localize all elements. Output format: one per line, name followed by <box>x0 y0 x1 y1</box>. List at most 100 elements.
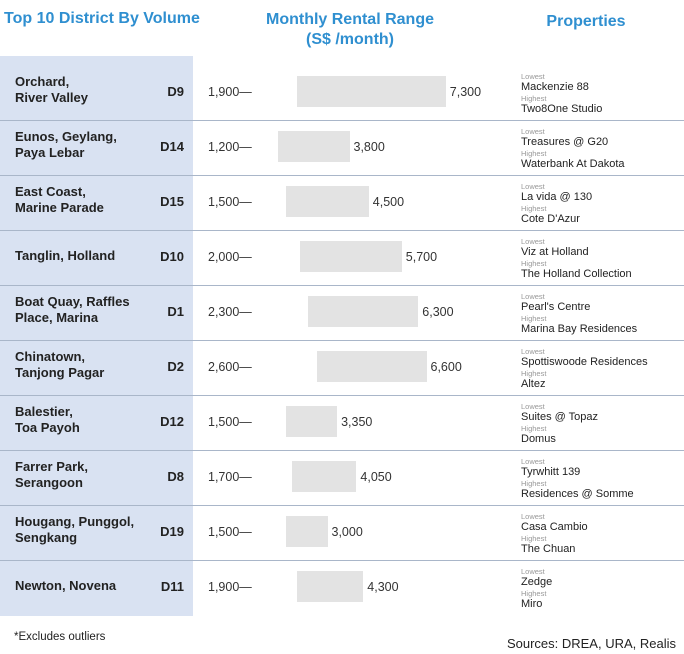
district-code: D19 <box>160 524 184 539</box>
highest-property: Miro <box>521 598 543 610</box>
highest-property: Waterbank At Dakota <box>521 158 625 170</box>
highest-label: Highest <box>521 424 547 433</box>
row-divider <box>0 120 684 121</box>
highest-label: Highest <box>521 314 547 323</box>
district-name-line: Chinatown, <box>15 349 86 364</box>
highest-property: Altez <box>521 378 546 390</box>
district-name-line: Boat Quay, Raffles <box>15 294 130 309</box>
table-row: Tanglin, Holland D10 2,000— 5,700 Lowest Viz … <box>0 231 684 286</box>
lowest-label: Lowest <box>521 347 545 356</box>
table-row: Balestier, Toa Payoh D12 1,500— 3,350 Lowest S… <box>0 396 684 451</box>
min-rent-label: 1,500— <box>208 195 252 209</box>
district-name: Chinatown, Tanjong Pagar <box>15 349 165 381</box>
min-rent-tick: — <box>239 415 252 429</box>
district-name-line: Farrer Park, <box>15 459 88 474</box>
min-rent-label: 2,000— <box>208 250 252 264</box>
footnote: *Excludes outliers <box>14 631 106 643</box>
district-code: D11 <box>160 579 184 594</box>
district-name-line: Toa Payoh <box>15 420 80 435</box>
min-rent-label: 1,500— <box>208 525 252 539</box>
min-rent-label: 1,900— <box>208 85 252 99</box>
row-divider <box>0 560 684 561</box>
lowest-label: Lowest <box>521 512 545 521</box>
highest-property: The Holland Collection <box>521 268 632 280</box>
range-bar <box>316 351 427 382</box>
min-rent-tick: — <box>239 305 252 319</box>
highest-property: The Chuan <box>521 543 576 555</box>
district-column-header: Top 10 District By Volume <box>4 10 200 27</box>
district-name: Balestier, Toa Payoh <box>15 404 165 436</box>
min-rent-label: 1,700— <box>208 470 252 484</box>
lowest-label: Lowest <box>521 292 545 301</box>
rental-range-title: Monthly Rental Range <box>265 11 434 28</box>
district-name-line: East Coast, <box>15 184 86 199</box>
district-code: D15 <box>160 194 184 209</box>
rental-range-column-header: Monthly Rental Range (S$ /month) <box>250 10 450 50</box>
properties-cell: Lowest Zedge Highest Miro <box>521 567 681 611</box>
min-rent-label: 1,500— <box>208 415 252 429</box>
properties-cell: Lowest Mackenzie 88 Highest Two8One Studio <box>521 72 681 116</box>
lowest-property: Tyrwhitt 139 <box>521 466 581 478</box>
range-bar <box>286 406 338 437</box>
district-name: Eunos, Geylang, Paya Lebar <box>15 129 165 161</box>
highest-property: Domus <box>521 433 556 445</box>
table-row: Boat Quay, Raffles Place, Marina D1 2,300— 6… <box>0 286 684 341</box>
min-rent-label: 2,300— <box>208 305 252 319</box>
min-rent-value: 1,200 <box>208 140 240 154</box>
range-bar <box>297 571 364 602</box>
district-name: Boat Quay, Raffles Place, Marina <box>15 294 165 326</box>
highest-label: Highest <box>521 204 547 213</box>
district-code: D14 <box>160 139 184 154</box>
highest-label: Highest <box>521 149 547 158</box>
max-rent-label: 6,600 <box>430 360 462 374</box>
lowest-label: Lowest <box>521 567 545 576</box>
properties-cell: Lowest Casa Cambio Highest The Chuan <box>521 512 681 556</box>
highest-label: Highest <box>521 479 547 488</box>
max-rent-label: 4,050 <box>360 470 392 484</box>
min-rent-value: 2,600 <box>208 360 240 374</box>
lowest-property: Viz at Holland <box>521 246 589 258</box>
district-name: Farrer Park, Serangoon <box>15 459 165 491</box>
table-row: Newton, Novena D11 1,900— 4,300 Lowest Zedge H… <box>0 561 684 616</box>
table-row: Hougang, Punggol, Sengkang D19 1,500— 3,000 L… <box>0 506 684 561</box>
min-rent-label: 1,900— <box>208 580 252 594</box>
highest-property: Residences @ Somme <box>521 488 634 500</box>
min-rent-tick: — <box>239 525 252 539</box>
sources-note: Sources: DREA, URA, Realis <box>506 636 676 651</box>
range-bar <box>278 131 350 162</box>
rental-range-unit: (S$ /month) <box>306 31 394 48</box>
row-divider <box>0 230 684 231</box>
district-name-line: Tanglin, Holland <box>15 248 116 263</box>
district-name-line: Orchard, <box>15 74 70 89</box>
min-rent-value: 1,500 <box>208 415 240 429</box>
min-rent-tick: — <box>239 85 252 99</box>
table-row: Farrer Park, Serangoon D8 1,700— 4,050 Lowest… <box>0 451 684 506</box>
properties-cell: Lowest Spottiswoode Residences Highest Alte… <box>521 347 681 391</box>
min-rent-label: 1,200— <box>208 140 252 154</box>
district-name-line: Tanjong Pagar <box>15 365 105 380</box>
min-rent-tick: — <box>239 140 252 154</box>
district-name-line: Paya Lebar <box>15 145 85 160</box>
min-rent-value: 1,500 <box>208 525 240 539</box>
lowest-label: Lowest <box>521 72 545 81</box>
district-name: Newton, Novena <box>15 578 165 594</box>
min-rent-label: 2,600— <box>208 360 252 374</box>
max-rent-label: 4,500 <box>372 195 405 209</box>
district-name-line: Sengkang <box>15 530 78 545</box>
row-divider <box>0 395 684 396</box>
table-row: Orchard, River Valley D9 1,900— 7,300 Lowest M… <box>0 66 684 121</box>
district-code: D1 <box>167 304 184 319</box>
max-rent-label: 3,000 <box>331 525 363 539</box>
highest-label: Highest <box>521 259 547 268</box>
properties-cell: Lowest Treasures @ G20 Highest Waterbank At… <box>521 127 681 171</box>
district-code: D9 <box>167 84 184 99</box>
district-name: Hougang, Punggol, Sengkang <box>15 514 165 546</box>
max-rent-label: 7,300 <box>449 85 482 99</box>
highest-label: Highest <box>521 369 547 378</box>
district-name-line: River Valley <box>15 90 88 105</box>
row-divider <box>0 175 684 176</box>
district-name-line: Serangoon <box>15 475 83 490</box>
rental-range-chart: Orchard, River Valley D9 1,900— 7,300 Lowest M… <box>0 66 684 616</box>
min-rent-value: 1,900 <box>208 580 240 594</box>
max-rent-label: 3,350 <box>341 415 373 429</box>
